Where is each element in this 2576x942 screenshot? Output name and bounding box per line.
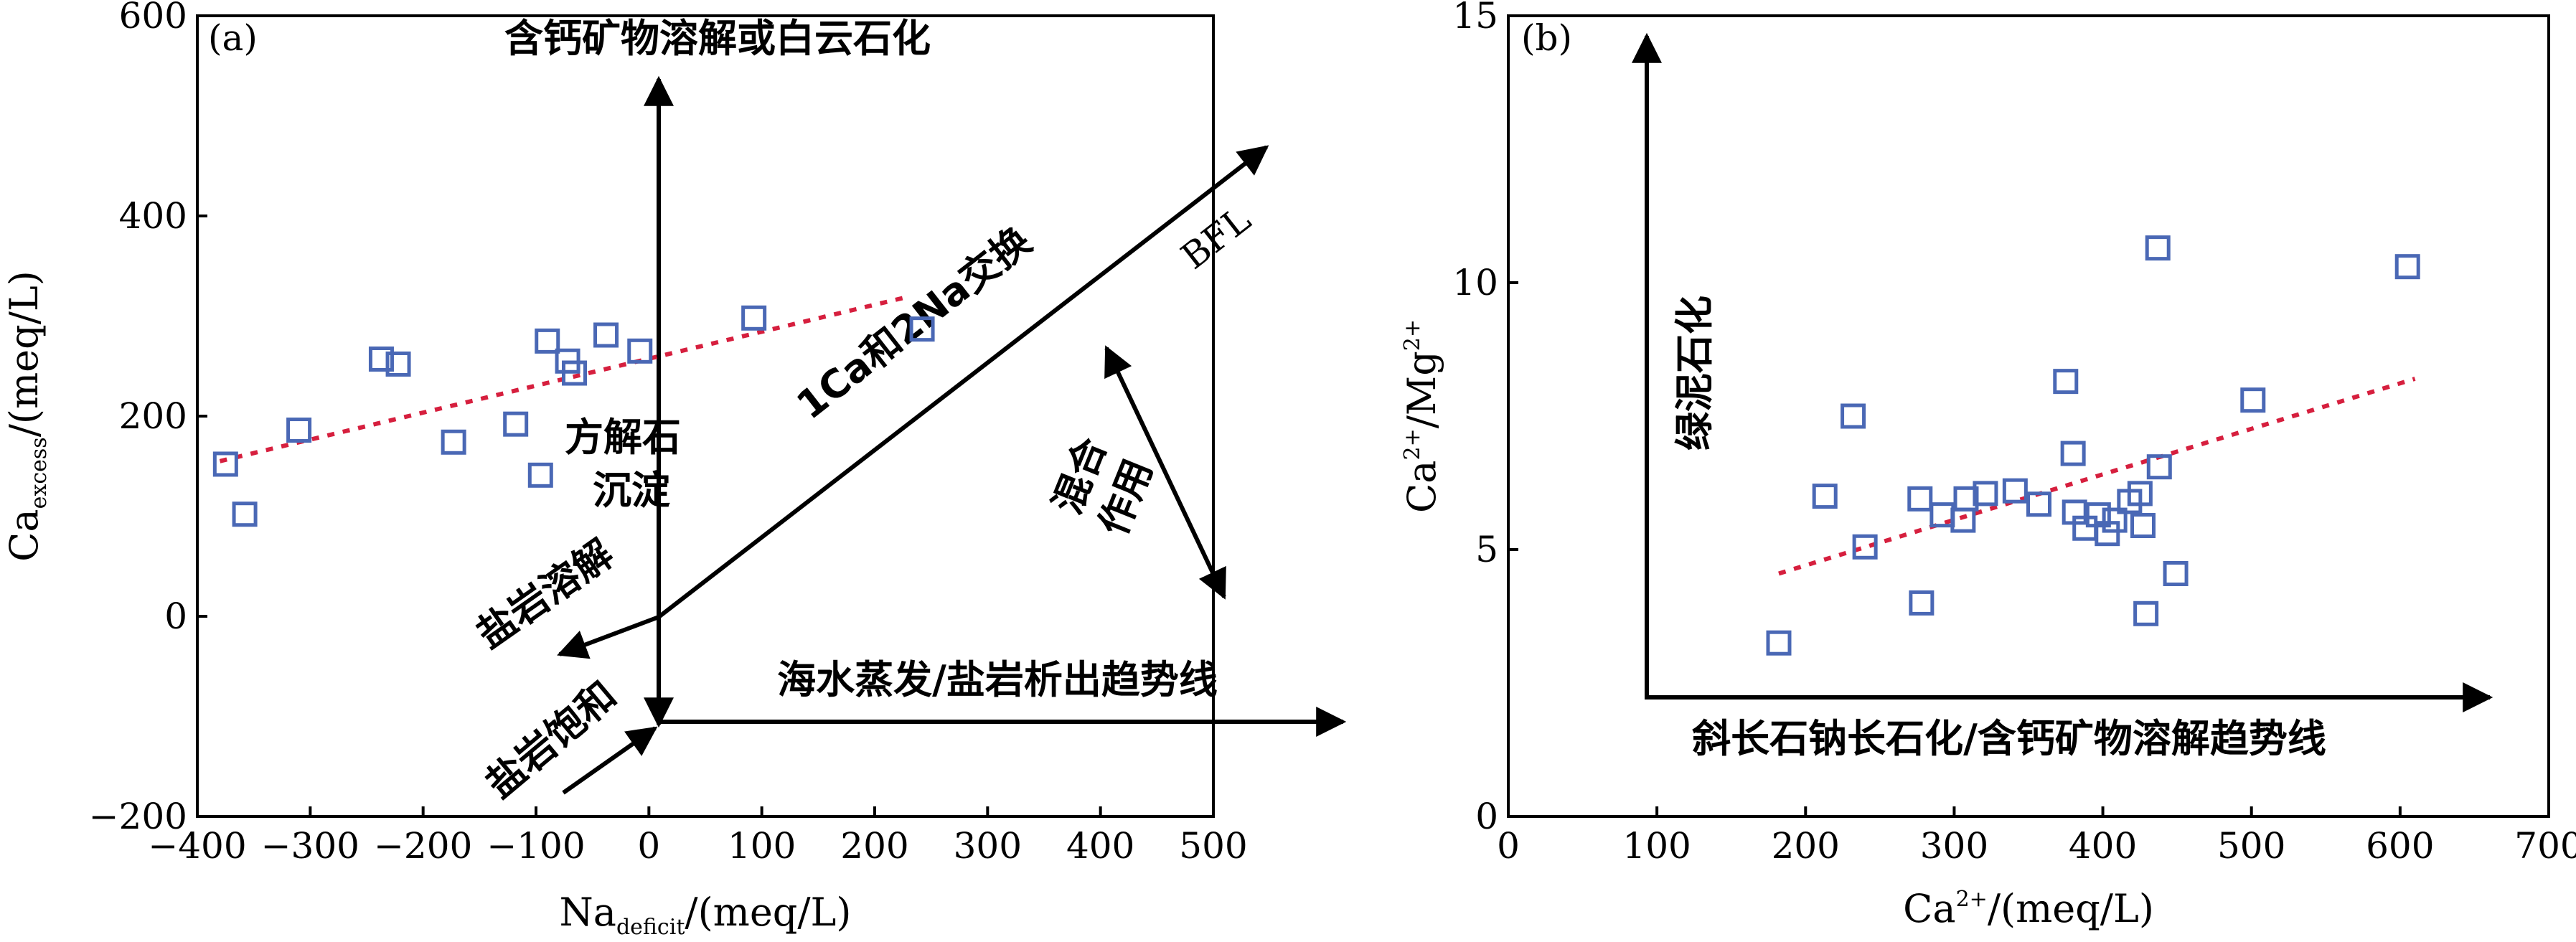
- data-point: [232, 501, 258, 527]
- arrow-halite-dissolution: [557, 615, 660, 659]
- trendline: [1778, 377, 2416, 576]
- data-point: [593, 322, 619, 348]
- y-tick-label: 15: [1452, 0, 1498, 37]
- data-point: [1766, 630, 1792, 656]
- data-point: [627, 338, 653, 364]
- annotation-halite-saturation: 盐岩饱和: [477, 672, 625, 806]
- data-point: [2133, 600, 2159, 626]
- data-point: [1909, 590, 1935, 616]
- x-tick-label: 400: [1066, 825, 1134, 867]
- panel-b-x-axis-label: Ca2+/(meq/L): [1903, 886, 2154, 931]
- data-point: [561, 360, 587, 386]
- panel-b-x-ticks: 0 100 200 300 400 500 600 700: [1497, 806, 2576, 867]
- data-point: [1852, 534, 1878, 560]
- annotation-ion-exchange: 1Ca和2Na交换: [789, 218, 1040, 428]
- arrow-halite-saturation: [562, 726, 658, 795]
- data-point: [2130, 513, 2156, 539]
- x-tick-label: 400: [2069, 825, 2137, 867]
- panel-a: −400 −300 −200 −100 0 100 200 300 400 500 −200 0 20…: [1, 0, 1347, 940]
- panel-a-label: (a): [208, 17, 258, 59]
- data-point: [368, 346, 394, 372]
- data-point: [1812, 484, 1838, 509]
- data-point: [1841, 403, 1866, 429]
- data-point: [2102, 507, 2128, 533]
- y-tick-label: 200: [119, 395, 187, 437]
- data-point: [1950, 507, 1976, 533]
- y-tick-label: −200: [89, 796, 187, 837]
- x-tick-label: 500: [2217, 825, 2285, 867]
- data-point: [2163, 560, 2189, 586]
- data-point: [286, 418, 312, 443]
- data-point: [2053, 369, 2079, 395]
- annotation-plagioclase-trend: 斜长石钠长石化/含钙矿物溶解趋势线: [1692, 716, 2326, 761]
- x-tick-label: −100: [486, 825, 585, 867]
- panel-b-y-ticks: 0 5 10 15: [1452, 0, 1518, 837]
- data-point: [527, 462, 553, 488]
- x-tick-label: 300: [954, 825, 1022, 867]
- y-tick-label: 10: [1452, 262, 1498, 303]
- y-tick-label: 0: [164, 595, 187, 637]
- x-tick-label: 200: [1772, 825, 1840, 867]
- data-point: [1907, 486, 1933, 512]
- data-point: [2240, 387, 2266, 413]
- data-point: [535, 328, 560, 354]
- x-tick-label: −200: [374, 825, 472, 867]
- data-point: [2026, 491, 2051, 517]
- x-tick-label: −400: [148, 825, 246, 867]
- panel-a-x-axis-label: Nadeficit/(meq/L): [560, 890, 852, 938]
- panel-b-trendline-group: [1778, 377, 2416, 576]
- data-point: [741, 305, 767, 331]
- data-point: [2394, 254, 2420, 280]
- data-point: [2085, 502, 2111, 528]
- panel-a-y-axis-label: Caexcess/(meq/L): [1, 270, 52, 562]
- data-point: [2095, 521, 2120, 547]
- x-tick-label: 100: [1622, 825, 1691, 867]
- data-point: [2002, 478, 2028, 504]
- x-tick-label: 500: [1179, 825, 1247, 867]
- data-point: [2127, 481, 2153, 507]
- x-tick-label: −300: [261, 825, 359, 867]
- data-point: [212, 451, 238, 477]
- y-tick-label: 600: [119, 0, 187, 37]
- panel-b: 0 100 200 300 400 500 600 700 0 5 10 15 (b) Ca2+/(…: [1399, 0, 2576, 931]
- data-point: [2145, 235, 2171, 261]
- x-tick-label: 600: [2366, 825, 2434, 867]
- x-tick-label: 200: [840, 825, 908, 867]
- annotation-chlorite: 绿泥石化: [1672, 296, 1717, 451]
- data-point: [2146, 454, 2172, 480]
- data-point: [2060, 441, 2086, 466]
- x-tick-label: 300: [1920, 825, 1988, 867]
- y-tick-label: 400: [119, 195, 187, 237]
- x-tick-label: 700: [2514, 825, 2576, 867]
- data-point: [909, 316, 935, 342]
- panel-a-points: [212, 305, 935, 527]
- panel-a-x-ticks: −400 −300 −200 −100 0 100 200 300 400 500: [148, 806, 1248, 867]
- data-point: [1953, 486, 1979, 512]
- arrow-mixing: [1104, 345, 1226, 600]
- y-tick-label: 5: [1475, 529, 1498, 570]
- trendline: [219, 296, 904, 463]
- x-tick-label: 0: [637, 825, 660, 867]
- panel-b-frame: [1507, 14, 2550, 818]
- panel-b-points: [1766, 235, 2420, 656]
- panel-a-y-ticks: −200 0 200 400 600: [89, 0, 207, 837]
- y-tick-label: 0: [1475, 796, 1498, 837]
- x-tick-label: 0: [1497, 825, 1520, 867]
- data-point: [503, 411, 529, 437]
- annotation-calcite-2: 沉淀: [593, 468, 670, 513]
- annotation-ca-mineral-dissolution: 含钙矿物溶解或白云石化: [504, 16, 931, 61]
- panel-b-y-axis-label: Ca2+/Mg2+: [1399, 319, 1444, 513]
- panel-a-trendline-group: [219, 296, 904, 463]
- data-point: [385, 351, 411, 377]
- data-point: [441, 429, 466, 455]
- annotation-calcite-1: 方解石: [565, 415, 681, 460]
- panel-b-label: (b): [1521, 17, 1572, 59]
- annotation-evaporation-trend: 海水蒸发/盐岩析出趋势线: [777, 657, 1218, 702]
- x-tick-label: 100: [728, 825, 796, 867]
- data-point: [1973, 481, 1998, 507]
- arrow-ion-exchange-bfl: [657, 145, 1269, 619]
